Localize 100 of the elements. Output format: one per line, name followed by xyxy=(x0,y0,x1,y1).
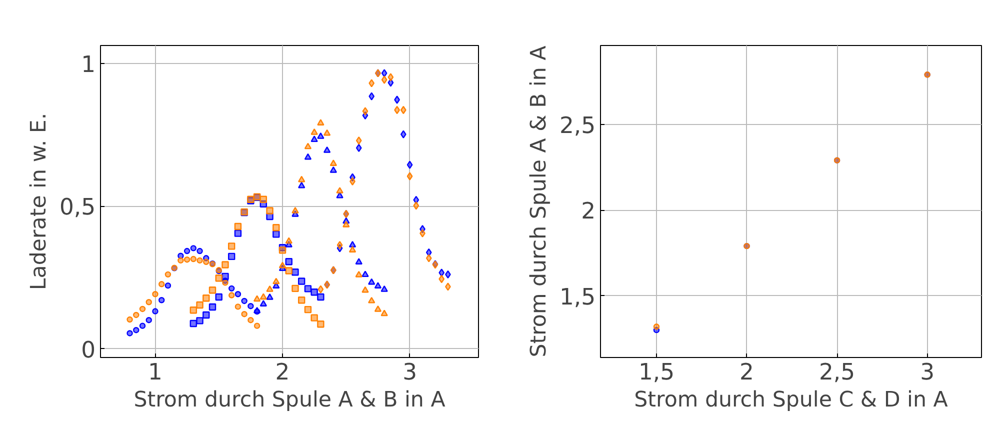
point xyxy=(336,187,344,194)
point xyxy=(445,282,451,291)
point xyxy=(438,268,445,277)
point xyxy=(298,278,306,285)
point xyxy=(400,106,406,114)
point xyxy=(318,285,324,294)
point xyxy=(190,256,197,262)
point xyxy=(380,310,388,316)
x-tick-label: 2,5 xyxy=(819,360,856,386)
point xyxy=(381,76,388,84)
point xyxy=(285,267,292,274)
point xyxy=(323,146,331,153)
point xyxy=(266,207,274,214)
point xyxy=(413,196,420,204)
point xyxy=(272,230,280,238)
point xyxy=(203,258,210,265)
point xyxy=(330,160,338,166)
point xyxy=(139,306,146,312)
x-tick-label: 3 xyxy=(920,360,935,386)
point xyxy=(196,317,204,324)
point xyxy=(381,69,388,78)
y-tick-label: 1 xyxy=(81,52,96,78)
x-tick-label: 3 xyxy=(402,360,417,386)
point xyxy=(317,119,324,126)
y-tick-label: 0 xyxy=(81,337,96,364)
y-tick-label: 1,5 xyxy=(559,284,596,310)
point xyxy=(234,304,242,310)
point xyxy=(241,311,248,318)
point xyxy=(248,317,254,324)
point xyxy=(317,293,324,301)
point xyxy=(304,142,312,150)
point xyxy=(426,248,432,257)
point xyxy=(241,298,248,304)
point xyxy=(208,286,216,294)
point xyxy=(310,288,318,296)
point xyxy=(234,230,242,237)
point xyxy=(146,317,152,324)
point xyxy=(278,262,286,268)
point xyxy=(184,248,190,254)
point xyxy=(330,166,338,173)
point xyxy=(355,270,362,278)
point xyxy=(133,312,140,318)
point xyxy=(196,301,204,309)
point xyxy=(248,303,254,310)
point xyxy=(323,129,331,136)
point xyxy=(190,306,198,314)
point xyxy=(368,278,376,285)
point xyxy=(310,128,318,135)
point xyxy=(388,73,394,82)
point xyxy=(139,322,146,329)
point xyxy=(298,182,306,188)
point xyxy=(317,320,324,328)
point xyxy=(310,314,318,322)
point xyxy=(374,305,382,312)
point xyxy=(228,285,235,292)
point xyxy=(292,207,299,214)
point xyxy=(126,316,133,323)
point xyxy=(272,224,280,232)
point xyxy=(304,285,312,292)
point xyxy=(336,240,343,250)
point xyxy=(215,274,222,282)
y-tick-label: 2 xyxy=(581,198,596,225)
y-axis-title: Laderate in w. E. xyxy=(26,112,52,290)
point xyxy=(653,324,660,330)
point xyxy=(152,308,158,314)
y-tick-label: 0,5 xyxy=(59,194,96,221)
point xyxy=(285,237,292,244)
point xyxy=(362,107,368,116)
point xyxy=(362,270,369,278)
point xyxy=(260,293,268,300)
point xyxy=(292,268,299,276)
point xyxy=(133,327,140,334)
point xyxy=(202,294,210,302)
point xyxy=(158,281,165,288)
point xyxy=(158,297,165,304)
point xyxy=(234,291,242,298)
point xyxy=(228,252,236,260)
point xyxy=(228,242,236,250)
point xyxy=(355,258,362,264)
point xyxy=(310,136,318,142)
point xyxy=(406,160,413,169)
point xyxy=(406,172,413,180)
point xyxy=(380,286,388,292)
point xyxy=(266,286,274,292)
point xyxy=(254,322,260,329)
point xyxy=(152,291,158,298)
x-tick-label: 1 xyxy=(148,360,162,386)
point xyxy=(266,293,274,300)
point xyxy=(400,130,406,138)
point xyxy=(304,306,312,314)
point xyxy=(234,222,242,230)
point xyxy=(196,257,203,264)
point xyxy=(190,245,197,252)
point xyxy=(336,192,344,198)
point xyxy=(272,278,280,284)
point xyxy=(260,196,268,203)
point xyxy=(350,177,356,186)
point xyxy=(356,136,362,145)
point xyxy=(413,202,420,210)
point xyxy=(426,254,432,262)
